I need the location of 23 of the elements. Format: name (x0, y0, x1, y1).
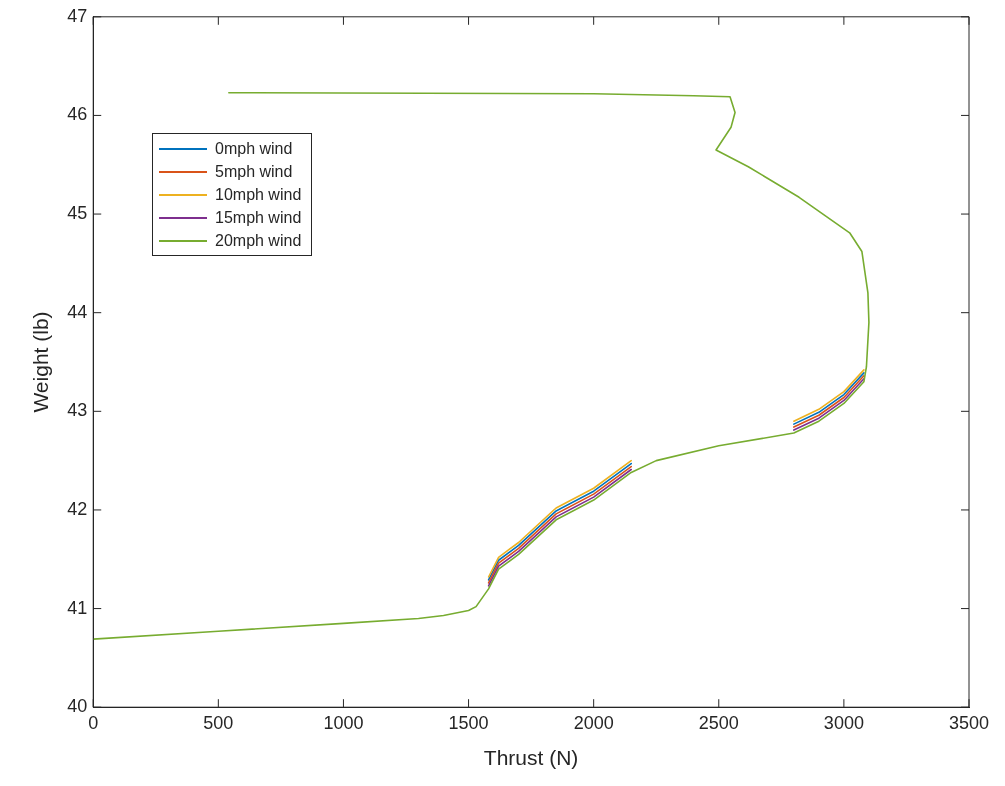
y-tick-label: 46 (67, 104, 88, 125)
x-axis-title: Thrust (N) (483, 746, 579, 770)
y-tick-label: 47 (67, 5, 88, 26)
legend-label: 5mph wind (215, 162, 293, 181)
legend-label: 15mph wind (215, 208, 302, 227)
y-tick-label: 44 (67, 301, 88, 322)
x-tick-label: 3000 (823, 712, 864, 733)
x-tick-label: 1500 (448, 712, 489, 733)
y-tick-label: 43 (67, 400, 88, 421)
x-tick-label: 500 (203, 712, 234, 733)
x-tick-label: 0 (88, 712, 99, 733)
x-tick-label: 2000 (573, 712, 614, 733)
legend-label: 10mph wind (215, 185, 302, 204)
x-tick-label: 1000 (323, 712, 364, 733)
y-tick-label: 41 (67, 597, 88, 618)
x-tick-label: 2500 (698, 712, 739, 733)
y-tick-label: 42 (67, 498, 88, 519)
y-tick-label: 40 (67, 696, 88, 717)
x-tick-label: 3500 (948, 712, 990, 733)
y-axis-title: Weight (lb) (29, 311, 53, 413)
legend-label: 20mph wind (215, 231, 302, 250)
legend-label: 0mph wind (215, 139, 293, 158)
y-tick-label: 45 (67, 203, 88, 224)
